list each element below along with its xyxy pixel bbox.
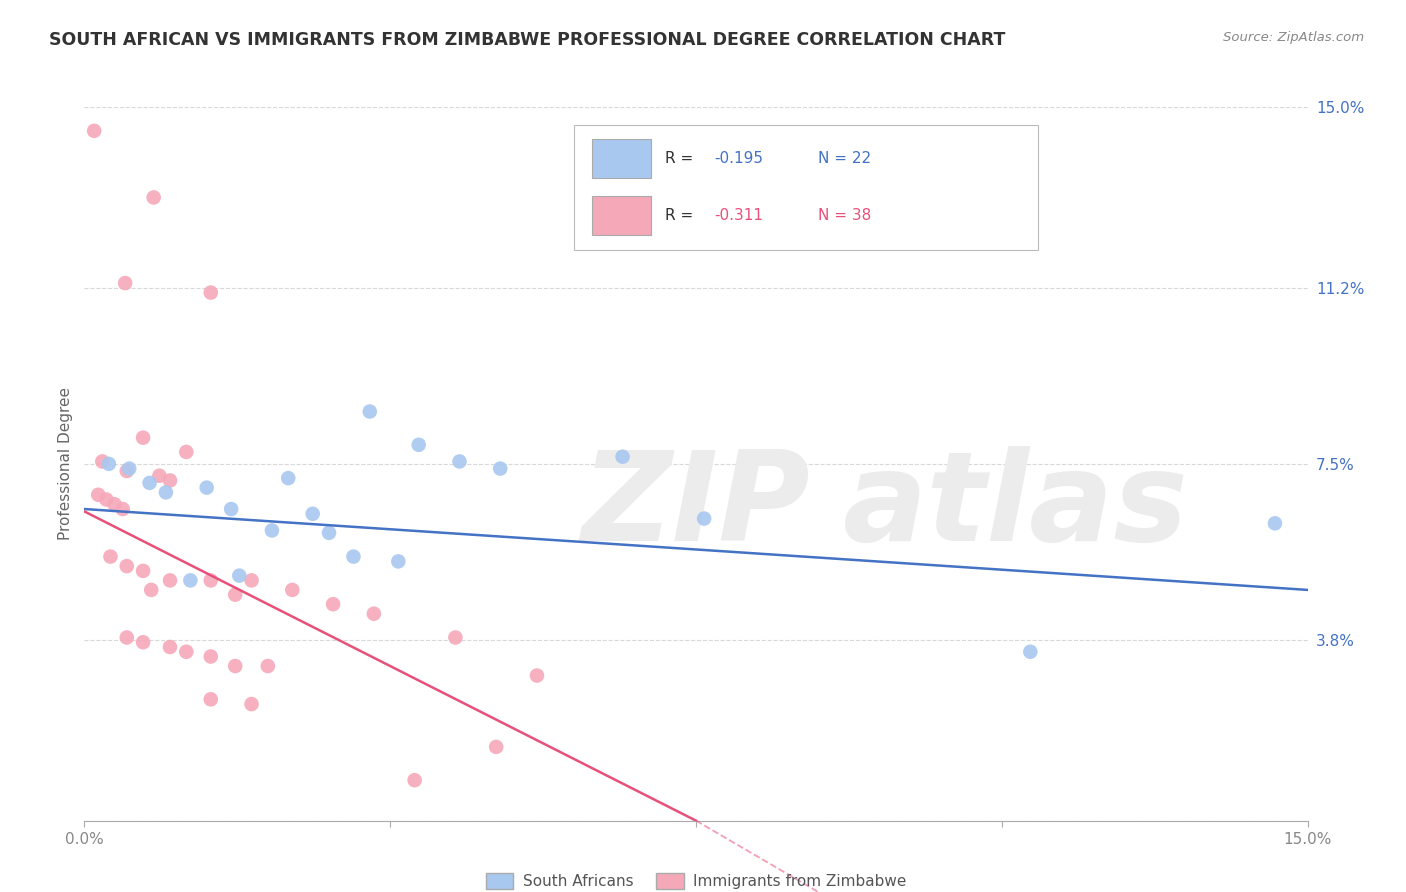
Point — [489, 461, 512, 475]
Text: R =: R = — [665, 208, 699, 223]
Point — [200, 649, 222, 664]
Text: SOUTH AFRICAN VS IMMIGRANTS FROM ZIMBABWE PROFESSIONAL DEGREE CORRELATION CHART: SOUTH AFRICAN VS IMMIGRANTS FROM ZIMBABW… — [49, 31, 1005, 49]
Point — [257, 659, 280, 673]
Point — [118, 461, 141, 475]
Point — [159, 574, 181, 588]
Text: atlas: atlas — [842, 446, 1188, 567]
Point — [159, 474, 181, 488]
Point — [115, 559, 138, 574]
Point — [1019, 645, 1042, 659]
Point — [103, 497, 125, 511]
Point — [148, 468, 170, 483]
Point — [359, 404, 381, 418]
Point — [132, 431, 155, 445]
Point — [179, 574, 201, 588]
Point — [444, 631, 467, 645]
Point — [363, 607, 385, 621]
Point — [142, 190, 165, 204]
Point — [114, 276, 136, 290]
Point — [260, 524, 283, 538]
Point — [138, 475, 160, 490]
Point — [83, 124, 105, 138]
Point — [87, 488, 110, 502]
Point — [200, 285, 222, 300]
Point — [301, 507, 323, 521]
Point — [115, 464, 138, 478]
Point — [224, 588, 246, 602]
Text: -0.195: -0.195 — [714, 151, 763, 166]
Point — [200, 574, 222, 588]
Point — [174, 445, 197, 459]
Point — [141, 582, 163, 597]
Point — [195, 481, 218, 495]
Point — [200, 692, 222, 706]
Text: Source: ZipAtlas.com: Source: ZipAtlas.com — [1223, 31, 1364, 45]
Point — [132, 635, 155, 649]
Point — [693, 511, 716, 525]
Point — [228, 568, 250, 582]
Point — [159, 640, 181, 654]
Point — [485, 739, 508, 754]
FancyBboxPatch shape — [592, 196, 651, 235]
Text: R =: R = — [665, 151, 699, 166]
Text: ZIP: ZIP — [582, 446, 810, 567]
Point — [408, 438, 430, 452]
Legend: South Africans, Immigrants from Zimbabwe: South Africans, Immigrants from Zimbabwe — [479, 867, 912, 892]
Point — [342, 549, 364, 564]
Point — [387, 554, 409, 568]
Point — [526, 668, 548, 682]
Point — [449, 454, 471, 468]
Point — [277, 471, 299, 485]
Point — [174, 645, 197, 659]
FancyBboxPatch shape — [592, 139, 651, 178]
Point — [111, 502, 134, 516]
Point — [97, 457, 120, 471]
Text: N = 22: N = 22 — [818, 151, 872, 166]
Point — [318, 525, 340, 540]
Point — [100, 549, 122, 564]
Point — [612, 450, 634, 464]
Point — [219, 502, 242, 516]
Text: N = 38: N = 38 — [818, 208, 872, 223]
Point — [91, 454, 114, 468]
Point — [115, 631, 138, 645]
Point — [224, 659, 246, 673]
Text: -0.311: -0.311 — [714, 208, 763, 223]
Point — [155, 485, 177, 500]
Point — [322, 597, 344, 611]
Point — [240, 697, 263, 711]
Point — [240, 574, 263, 588]
Point — [404, 773, 426, 788]
Y-axis label: Professional Degree: Professional Degree — [58, 387, 73, 541]
Point — [96, 492, 118, 507]
Point — [281, 582, 304, 597]
Point — [1264, 516, 1286, 531]
Point — [132, 564, 155, 578]
FancyBboxPatch shape — [574, 125, 1039, 250]
